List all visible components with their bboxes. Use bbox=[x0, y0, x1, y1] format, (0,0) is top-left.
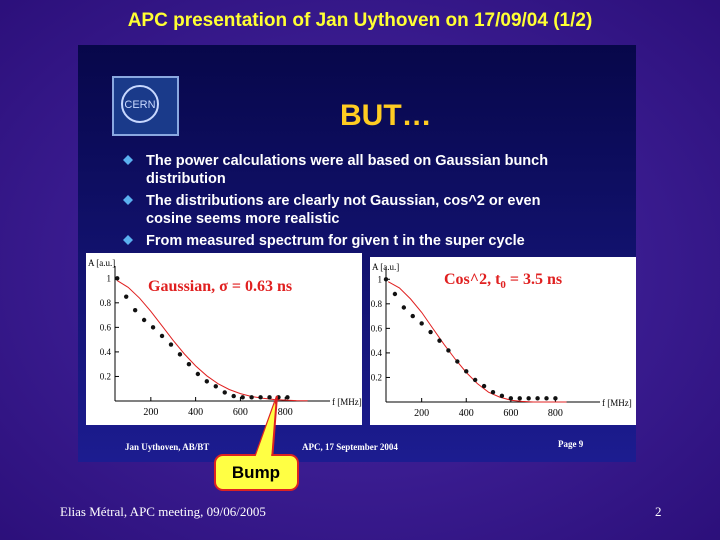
data-point bbox=[258, 395, 263, 400]
data-point bbox=[240, 395, 245, 400]
data-point bbox=[392, 291, 398, 297]
x-tick-label: 600 bbox=[503, 408, 518, 419]
data-point bbox=[177, 352, 183, 357]
x-axis-label: f [MHz] bbox=[332, 397, 362, 407]
y-axis-label: A [a.u.] bbox=[88, 258, 115, 268]
x-tick-label: 400 bbox=[459, 408, 474, 419]
curve bbox=[387, 281, 567, 403]
data-point bbox=[446, 348, 451, 353]
data-point bbox=[401, 305, 407, 310]
data-point bbox=[526, 396, 531, 401]
data-point bbox=[464, 369, 469, 374]
y-tick-label: 0.2 bbox=[100, 371, 111, 381]
plot-title-part: = 3.5 ns bbox=[506, 271, 562, 288]
plot-title-subscript: 0 bbox=[500, 279, 506, 291]
cern-logo: CERN bbox=[112, 76, 179, 136]
data-point bbox=[428, 329, 433, 335]
bullet-text: distribution bbox=[146, 171, 226, 187]
plot-title-part: Gaussian, σ = 0.63 ns bbox=[148, 278, 292, 295]
x-axis-label: f [MHz] bbox=[602, 398, 632, 408]
embedded-footer: APC, 17 September 2004 bbox=[302, 442, 398, 452]
bullet-list: The power calculations were all based on… bbox=[123, 153, 548, 249]
data-point bbox=[141, 317, 147, 323]
data-point bbox=[535, 396, 540, 401]
data-point bbox=[508, 396, 514, 401]
y-tick-label: 0.4 bbox=[371, 348, 383, 358]
slide-title: APC presentation of Jan Uythoven on 17/0… bbox=[128, 10, 593, 31]
data-point bbox=[168, 342, 174, 347]
x-tick-label: 600 bbox=[233, 407, 248, 418]
callout: Bump bbox=[214, 395, 299, 491]
y-tick-label: 0.6 bbox=[100, 322, 112, 332]
data-point bbox=[222, 390, 227, 395]
logo-text: CERN bbox=[124, 99, 155, 111]
plot-title: Gaussian, σ = 0.63 ns bbox=[148, 278, 292, 295]
plots: 0.2 0.4 0.6 0.8 1 200 400 600 800 A [a.u.] f [MHz]… bbox=[88, 258, 632, 419]
data-point bbox=[472, 377, 478, 383]
data-point bbox=[159, 333, 165, 339]
data-point bbox=[437, 338, 442, 343]
plot-title: Cos^2, t0 = 3.5 ns bbox=[444, 271, 562, 291]
bullet-text: The distributions are clearly not Gaussi… bbox=[146, 193, 540, 209]
data-point bbox=[267, 395, 272, 400]
data-point bbox=[285, 395, 290, 400]
data-point bbox=[490, 389, 496, 395]
bullet-text: The power calculations were all based on… bbox=[146, 153, 548, 169]
bullet-marker bbox=[123, 235, 133, 245]
bullet-marker bbox=[123, 155, 133, 165]
x-tick-label: 800 bbox=[548, 408, 563, 419]
data-point bbox=[195, 371, 201, 377]
data-point bbox=[213, 384, 218, 389]
heading: BUT… bbox=[340, 99, 432, 132]
data-point bbox=[553, 396, 558, 401]
data-point bbox=[231, 393, 236, 399]
y-tick-label: 0.4 bbox=[100, 347, 112, 357]
callout-text: Bump bbox=[232, 463, 280, 482]
data-point bbox=[455, 359, 460, 364]
footer-text: Elias Métral, APC meeting, 09/06/2005 bbox=[60, 504, 266, 519]
data-point bbox=[150, 325, 156, 330]
data-point bbox=[132, 307, 138, 313]
data-point bbox=[419, 321, 424, 326]
x-tick-label: 800 bbox=[278, 407, 293, 418]
data-point bbox=[481, 383, 487, 389]
y-tick-label: 0.2 bbox=[371, 372, 382, 382]
data-point bbox=[204, 379, 210, 384]
x-tick-label: 200 bbox=[414, 408, 429, 419]
embedded-footer: Jan Uythoven, AB/BT bbox=[125, 442, 209, 452]
y-tick-label: 0.8 bbox=[100, 298, 112, 308]
x-tick-label: 200 bbox=[143, 407, 158, 418]
y-tick-label: 1 bbox=[378, 274, 383, 284]
y-tick-label: 0.8 bbox=[371, 299, 383, 309]
data-point bbox=[383, 277, 389, 282]
bullet-marker bbox=[123, 195, 133, 205]
page-number: 2 bbox=[655, 504, 662, 519]
x-tick-label: 400 bbox=[188, 407, 203, 418]
data-point bbox=[249, 395, 254, 400]
data-point bbox=[544, 396, 549, 401]
data-point bbox=[115, 276, 120, 281]
data-point bbox=[499, 393, 505, 399]
data-point bbox=[410, 313, 415, 319]
data-point bbox=[123, 294, 129, 299]
y-tick-label: 0.6 bbox=[371, 323, 383, 333]
data-point bbox=[186, 361, 192, 367]
data-point bbox=[517, 396, 522, 401]
embedded-footer: Page 9 bbox=[558, 439, 584, 449]
plot-title-part: Cos^2, t bbox=[444, 271, 501, 288]
callout-joint bbox=[255, 402, 275, 458]
bullet-text: cosine seems more realistic bbox=[146, 211, 339, 227]
plot-panel bbox=[86, 253, 362, 425]
bullet-text: From measured spectrum for given t in th… bbox=[146, 233, 525, 249]
y-axis-label: A [a.u.] bbox=[372, 262, 399, 272]
y-tick-label: 1 bbox=[107, 273, 112, 283]
